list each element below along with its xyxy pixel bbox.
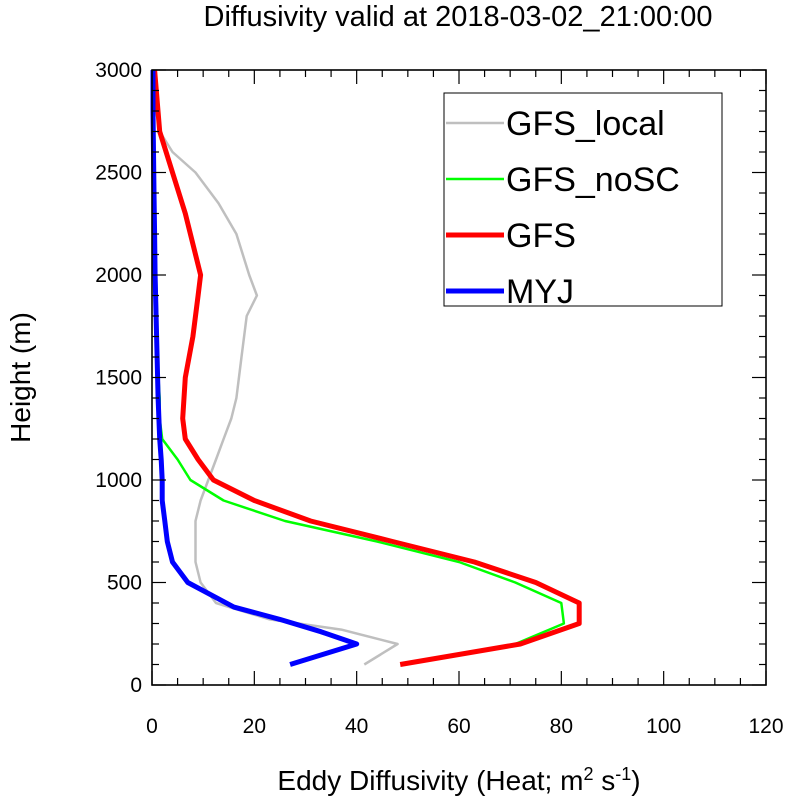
x-axis-label-sup-2: -1 [615, 764, 631, 784]
x-tick-label: 100 [646, 715, 681, 738]
legend-label-myj: MYJ [506, 273, 574, 311]
series-line-gfs-local [153, 69, 399, 666]
y-tick-label: 2000 [95, 264, 142, 287]
x-axis-label: Eddy Diffusivity (Heat; m2 s-1) [277, 764, 640, 796]
series-line-myj [150, 70, 360, 667]
x-tick-label: 120 [748, 715, 783, 738]
y-tick-label: 0 [130, 674, 142, 697]
y-tick-label: 1000 [95, 469, 142, 492]
chart-title: Diffusivity valid at 2018-03-02_21:00:00 [204, 1, 713, 33]
y-axis-label: Height (m) [5, 312, 36, 443]
x-axis-label-sup-1: 2 [583, 764, 593, 784]
legend-label-gfs-local: GFS_local [506, 105, 665, 143]
x-axis-label-middle: s [593, 765, 615, 796]
x-axis-label-prefix: Eddy Diffusivity (Heat; m [277, 765, 583, 796]
y-tick-label: 1500 [95, 367, 142, 390]
ticks-layer [151, 69, 767, 686]
legend-label-gfs-nosc: GFS_noSC [506, 161, 680, 199]
legend-label-gfs: GFS [506, 217, 576, 255]
legend-box [443, 92, 723, 307]
x-tick-label: 80 [550, 715, 573, 738]
x-tick-label: 20 [243, 715, 266, 738]
series-line-gfs [152, 69, 582, 667]
legend-items: GFS_local GFS_noSC GFS MYJ [446, 105, 680, 311]
y-tick-label: 500 [107, 572, 142, 595]
x-axis-label-suffix: ) [631, 765, 640, 796]
x-tick-label: 0 [146, 715, 158, 738]
legend: GFS_local GFS_noSC GFS MYJ [443, 92, 723, 311]
y-tick-label: 3000 [95, 59, 142, 82]
tick-labels-layer: 0 20 40 60 80 100 120 0 500 1000 1500 2000 2500 3000 [95, 59, 783, 738]
y-tick-label: 2500 [95, 162, 142, 185]
x-tick-label: 60 [447, 715, 470, 738]
x-tick-label: 40 [345, 715, 368, 738]
